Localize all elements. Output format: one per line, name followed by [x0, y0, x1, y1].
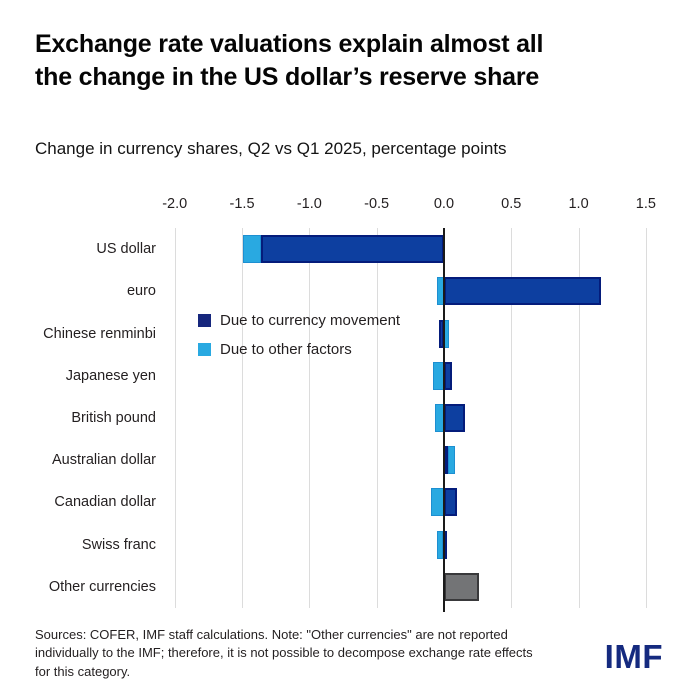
category-label: Canadian dollar: [54, 494, 156, 511]
category-label: Other currencies: [48, 578, 156, 595]
category-label: British pound: [71, 410, 156, 426]
bar-row: [168, 270, 693, 312]
category-label: US dollar: [96, 241, 156, 258]
gridline: [511, 228, 513, 608]
bar-segment: [260, 235, 444, 264]
bar-segment: [443, 488, 458, 517]
bar-segment: [443, 403, 466, 432]
x-tick-label: 0.0: [433, 196, 455, 212]
plot-area: Due to currency movement Due to other fa…: [168, 228, 693, 612]
category-label: Chinese renminbi: [43, 325, 156, 342]
bar-row: [168, 228, 693, 270]
imf-logo: IMF: [604, 638, 663, 675]
bar-row: [168, 439, 693, 481]
zero-axis-line: [442, 228, 445, 612]
bar-row: [168, 566, 693, 608]
x-tick-label: -0.5: [364, 196, 390, 212]
bar-segment: [443, 277, 602, 306]
gridline: [578, 228, 580, 608]
legend-swatch: [198, 343, 211, 356]
x-tick-label: -1.0: [296, 196, 322, 212]
category-labels: US dollar euro Chinese renminbi Japanese ye…: [0, 228, 162, 608]
page-title: Exchange rate valuations explain almost …: [35, 28, 665, 93]
x-tick-label: -2.0: [162, 196, 188, 212]
title-line-1: Exchange rate valuations explain almost …: [35, 30, 544, 58]
bar-segment: [443, 446, 448, 475]
bar-segment: [437, 530, 443, 559]
legend-swatch: [198, 314, 211, 327]
bar-segment: [443, 361, 453, 390]
bar-row: [168, 397, 693, 439]
legend-item-currency-movement: Due to currency movement: [198, 312, 400, 329]
gridline: [174, 228, 176, 608]
bar-segment: [448, 446, 455, 475]
bar-segment: [438, 319, 444, 348]
legend-item-other-factors: Due to other factors: [198, 341, 400, 358]
gridline: [376, 228, 378, 608]
bar-row: [168, 524, 693, 566]
x-tick-label: -1.5: [229, 196, 255, 212]
gridline: [645, 228, 647, 608]
source-note: Sources: COFER, IMF staff calculations. …: [35, 627, 533, 679]
x-tick-label: 0.5: [501, 196, 522, 212]
x-tick-label: 1.0: [568, 196, 589, 212]
gridline: [242, 228, 244, 608]
legend-label: Due to other factors: [220, 341, 352, 358]
category-label: Australian dollar: [52, 452, 156, 469]
chart-subtitle: Change in currency shares, Q2 vs Q1 2025…: [35, 139, 507, 158]
x-axis: -2.0 -1.5 -1.0 -0.5 0.0 0.5 1.0 1.5: [162, 196, 693, 216]
category-label: Japanese yen: [65, 367, 156, 384]
gridline: [309, 228, 311, 608]
bar-segment: [430, 488, 444, 517]
x-tick-label: 1.5: [635, 196, 656, 212]
bar-segment: [243, 235, 261, 264]
title-line-2: the change in the US dollar’s reserve sh…: [35, 62, 540, 91]
bar-chart: -2.0 -1.5 -1.0 -0.5 0.0 0.5 1.0 1.5 US dollar eu…: [0, 194, 700, 614]
chart-legend: Due to currency movement Due to other fa…: [198, 312, 400, 370]
bar-segment: [443, 572, 479, 601]
category-label: euro: [126, 283, 156, 300]
legend-label: Due to currency movement: [220, 312, 401, 329]
category-label: Swiss franc: [81, 536, 156, 553]
bar-row: [168, 481, 693, 523]
